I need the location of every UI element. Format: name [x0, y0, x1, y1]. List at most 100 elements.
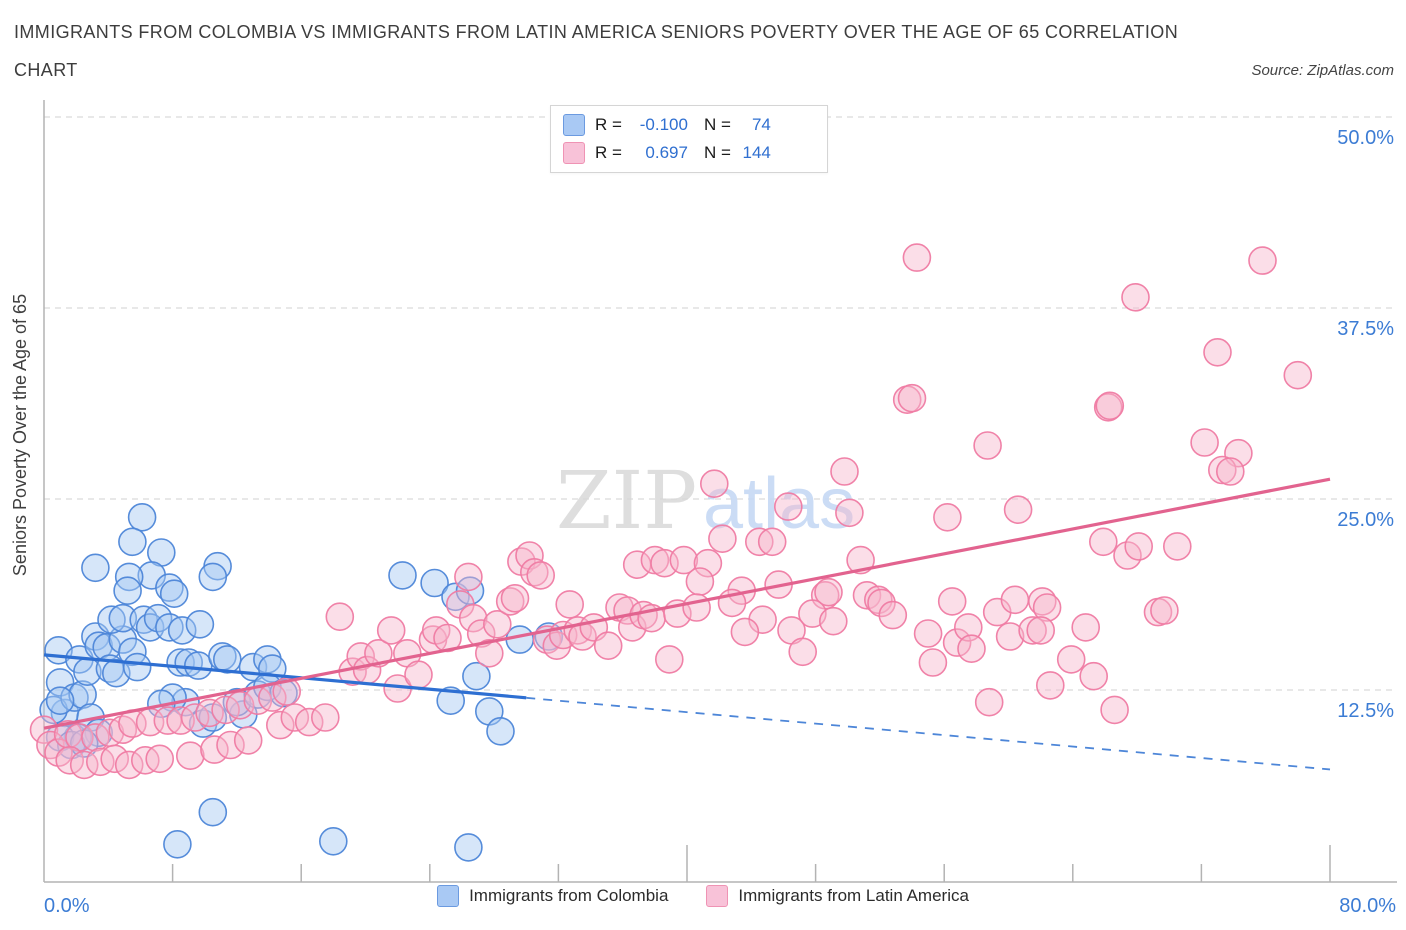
data-point-latin-america[interactable]	[669, 545, 699, 575]
data-point-colombia[interactable]	[166, 648, 195, 677]
data-point-latin-america[interactable]	[404, 660, 433, 690]
data-point-latin-america[interactable]	[1079, 661, 1108, 691]
data-point-colombia[interactable]	[213, 645, 242, 674]
data-point-latin-america[interactable]	[1032, 593, 1062, 622]
data-point-colombia[interactable]	[159, 579, 189, 609]
data-point-latin-america[interactable]	[216, 730, 245, 760]
data-point-latin-america[interactable]	[1163, 532, 1192, 561]
data-point-latin-america[interactable]	[1190, 428, 1219, 457]
data-point-latin-america[interactable]	[474, 638, 504, 668]
data-point-latin-america[interactable]	[482, 609, 512, 639]
data-point-colombia[interactable]	[505, 625, 535, 654]
data-point-latin-america[interactable]	[897, 383, 927, 413]
data-point-latin-america[interactable]	[100, 744, 129, 774]
data-point-latin-america[interactable]	[1121, 283, 1150, 312]
data-point-latin-america[interactable]	[376, 616, 406, 645]
data-point-colombia[interactable]	[388, 561, 417, 590]
data-point-latin-america[interactable]	[294, 707, 324, 737]
data-point-latin-america[interactable]	[1124, 532, 1153, 561]
legend-item-latin-america[interactable]: Immigrants from Latin America	[706, 885, 969, 907]
data-point-colombia[interactable]	[167, 616, 197, 645]
data-point-latin-america[interactable]	[1216, 457, 1245, 486]
data-point-latin-america[interactable]	[265, 710, 295, 740]
data-point-latin-america[interactable]	[555, 590, 585, 619]
data-point-latin-america[interactable]	[131, 745, 160, 775]
data-point-latin-america[interactable]	[114, 750, 144, 780]
data-point-latin-america[interactable]	[458, 603, 488, 633]
data-point-latin-america[interactable]	[200, 735, 229, 764]
data-point-latin-america[interactable]	[1095, 391, 1125, 421]
data-point-colombia[interactable]	[97, 605, 126, 635]
data-point-latin-america[interactable]	[953, 613, 983, 642]
data-point-colombia[interactable]	[462, 661, 491, 691]
data-point-latin-america[interactable]	[757, 527, 787, 557]
data-point-latin-america[interactable]	[364, 638, 393, 668]
data-point-latin-america[interactable]	[1089, 527, 1118, 557]
data-point-latin-america[interactable]	[1203, 337, 1232, 367]
data-point-latin-america[interactable]	[1071, 613, 1100, 642]
data-point-colombia[interactable]	[486, 716, 515, 746]
data-point-latin-america[interactable]	[1056, 645, 1086, 674]
data-point-colombia[interactable]	[198, 797, 228, 827]
data-point-colombia[interactable]	[108, 603, 138, 633]
data-point-latin-america[interactable]	[1283, 360, 1313, 390]
data-point-latin-america[interactable]	[995, 622, 1025, 651]
data-point-colombia[interactable]	[127, 502, 157, 532]
data-point-latin-america[interactable]	[708, 524, 737, 554]
data-point-latin-america[interactable]	[773, 492, 803, 521]
data-point-latin-america[interactable]	[902, 243, 932, 272]
data-point-latin-america[interactable]	[176, 741, 205, 771]
data-point-latin-america[interactable]	[830, 457, 859, 486]
data-point-latin-america[interactable]	[974, 687, 1004, 717]
data-point-colombia[interactable]	[122, 652, 152, 682]
data-point-latin-america[interactable]	[788, 637, 818, 667]
data-point-latin-america[interactable]	[973, 431, 1002, 460]
data-point-latin-america[interactable]	[1100, 695, 1129, 725]
data-point-latin-america[interactable]	[233, 726, 263, 755]
data-point-latin-america[interactable]	[526, 561, 556, 590]
data-point-latin-america[interactable]	[933, 502, 962, 532]
data-point-colombia[interactable]	[184, 651, 213, 680]
data-point-latin-america[interactable]	[846, 545, 875, 575]
data-point-colombia[interactable]	[198, 562, 228, 592]
data-point-colombia[interactable]	[420, 568, 449, 598]
data-point-latin-america[interactable]	[913, 619, 943, 648]
data-point-latin-america[interactable]	[682, 593, 711, 622]
data-point-latin-america[interactable]	[454, 562, 483, 592]
data-point-latin-america[interactable]	[36, 730, 65, 760]
data-point-latin-america[interactable]	[1018, 616, 1047, 645]
data-point-colombia[interactable]	[45, 686, 75, 716]
data-point-colombia[interactable]	[118, 637, 147, 667]
data-point-colombia[interactable]	[163, 829, 192, 859]
data-point-latin-america[interactable]	[495, 587, 525, 616]
data-point-latin-america[interactable]	[699, 469, 729, 499]
data-point-latin-america[interactable]	[86, 747, 115, 777]
data-point-colombia[interactable]	[81, 553, 110, 583]
data-point-latin-america[interactable]	[1150, 596, 1179, 625]
data-point-colombia[interactable]	[436, 686, 466, 716]
data-point-latin-america[interactable]	[1003, 495, 1033, 525]
data-point-latin-america[interactable]	[593, 631, 623, 661]
data-point-latin-america[interactable]	[1026, 616, 1055, 645]
data-point-colombia[interactable]	[113, 576, 142, 606]
data-point-colombia[interactable]	[143, 603, 173, 633]
data-point-latin-america[interactable]	[29, 715, 59, 745]
data-point-latin-america[interactable]	[500, 583, 530, 613]
data-point-colombia[interactable]	[454, 833, 483, 862]
data-point-latin-america[interactable]	[918, 648, 948, 677]
data-point-latin-america[interactable]	[1000, 585, 1030, 615]
data-point-latin-america[interactable]	[878, 600, 908, 630]
data-point-latin-america[interactable]	[325, 602, 355, 632]
data-point-latin-america[interactable]	[1113, 541, 1142, 570]
data-point-latin-america[interactable]	[346, 642, 376, 671]
data-point-latin-america[interactable]	[937, 587, 967, 616]
data-point-colombia[interactable]	[318, 826, 348, 856]
data-point-latin-america[interactable]	[1248, 246, 1277, 275]
data-point-latin-america[interactable]	[310, 703, 340, 732]
data-point-latin-america[interactable]	[818, 606, 848, 636]
data-point-latin-america[interactable]	[942, 628, 972, 657]
data-point-latin-america[interactable]	[1208, 455, 1237, 485]
data-point-latin-america[interactable]	[166, 706, 195, 735]
data-point-latin-america[interactable]	[852, 580, 882, 610]
data-point-latin-america[interactable]	[654, 645, 684, 674]
